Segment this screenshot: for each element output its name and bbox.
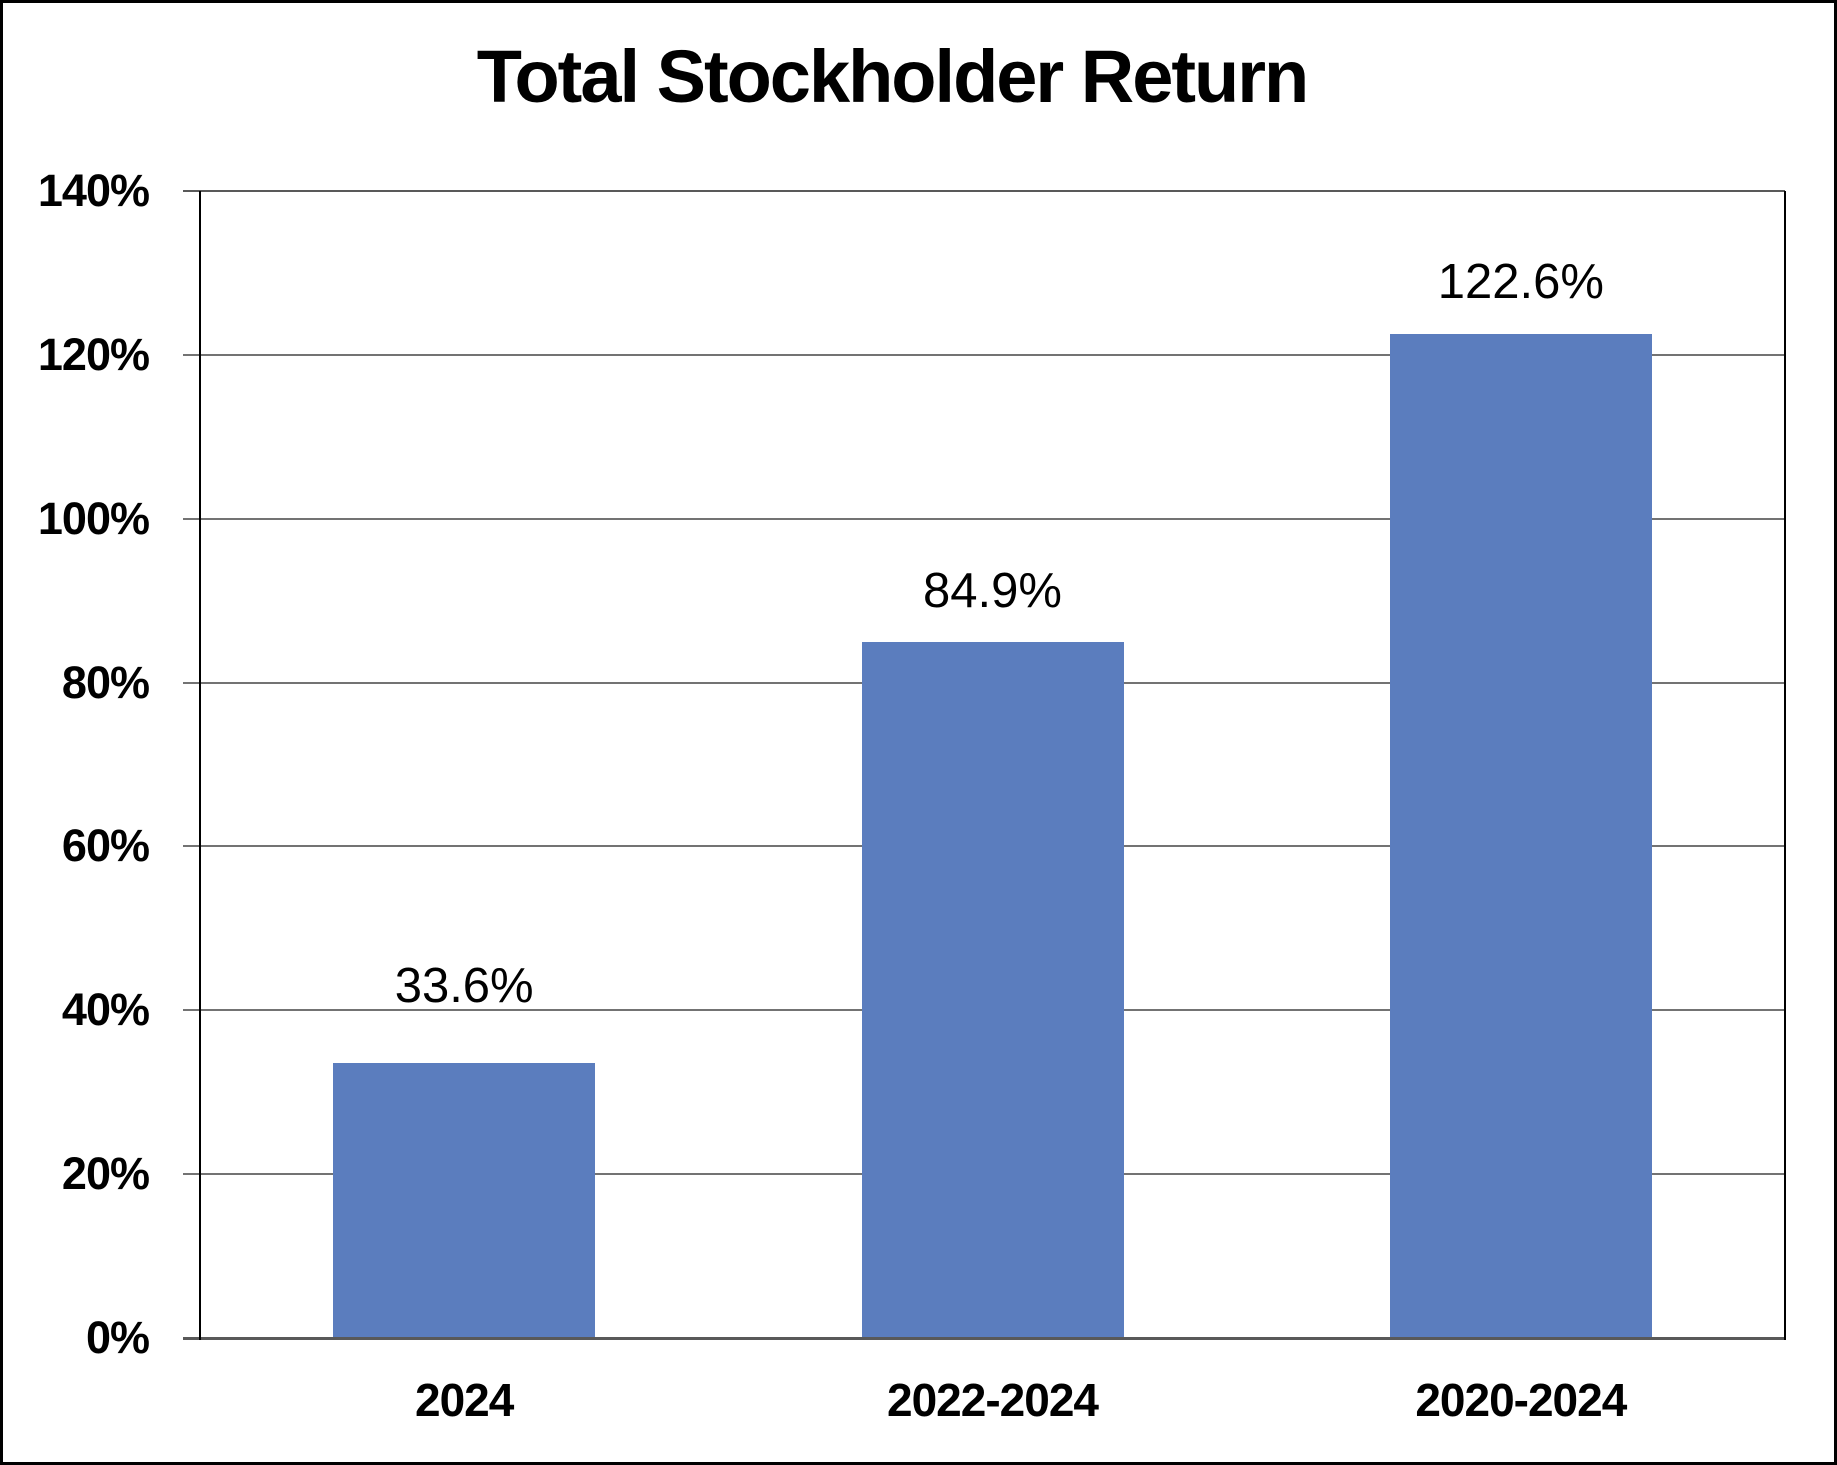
x-category-label-2020-2024: 2020-2024 [1415, 1374, 1627, 1426]
gridline-120 [183, 353, 1785, 356]
y-tick-label-100: 100% [37, 492, 150, 544]
bar-2020-2024 [1389, 333, 1652, 1338]
gridline-140 [183, 190, 1785, 192]
x-category-label-2024: 2024 [414, 1374, 514, 1426]
y-tick-label-60: 60% [61, 820, 150, 872]
y-axis-line [199, 191, 201, 1340]
bar-2022-2024 [861, 642, 1124, 1338]
gridline-100 [183, 517, 1785, 520]
data-label-2022-2024: 84.9% [923, 564, 1062, 618]
y-tick-label-80: 80% [61, 656, 150, 708]
data-label-2024: 33.6% [394, 959, 534, 1013]
y-tick-label-140: 140% [37, 165, 150, 216]
y-tick-label-40: 40% [61, 984, 150, 1036]
x-category-label-2022-2024: 2022-2024 [887, 1374, 1099, 1426]
chart-title: Total Stockholder Return [476, 35, 1309, 118]
y-tick-label-120: 120% [37, 328, 150, 380]
y-tick-label-20: 20% [61, 1148, 150, 1200]
data-label-2020-2024: 122.6% [1437, 255, 1604, 309]
bar-2024 [333, 1062, 596, 1338]
plot-right-border [1784, 191, 1786, 1340]
y-tick-label-0: 0% [85, 1312, 150, 1363]
x-axis-baseline [183, 1337, 1785, 1340]
